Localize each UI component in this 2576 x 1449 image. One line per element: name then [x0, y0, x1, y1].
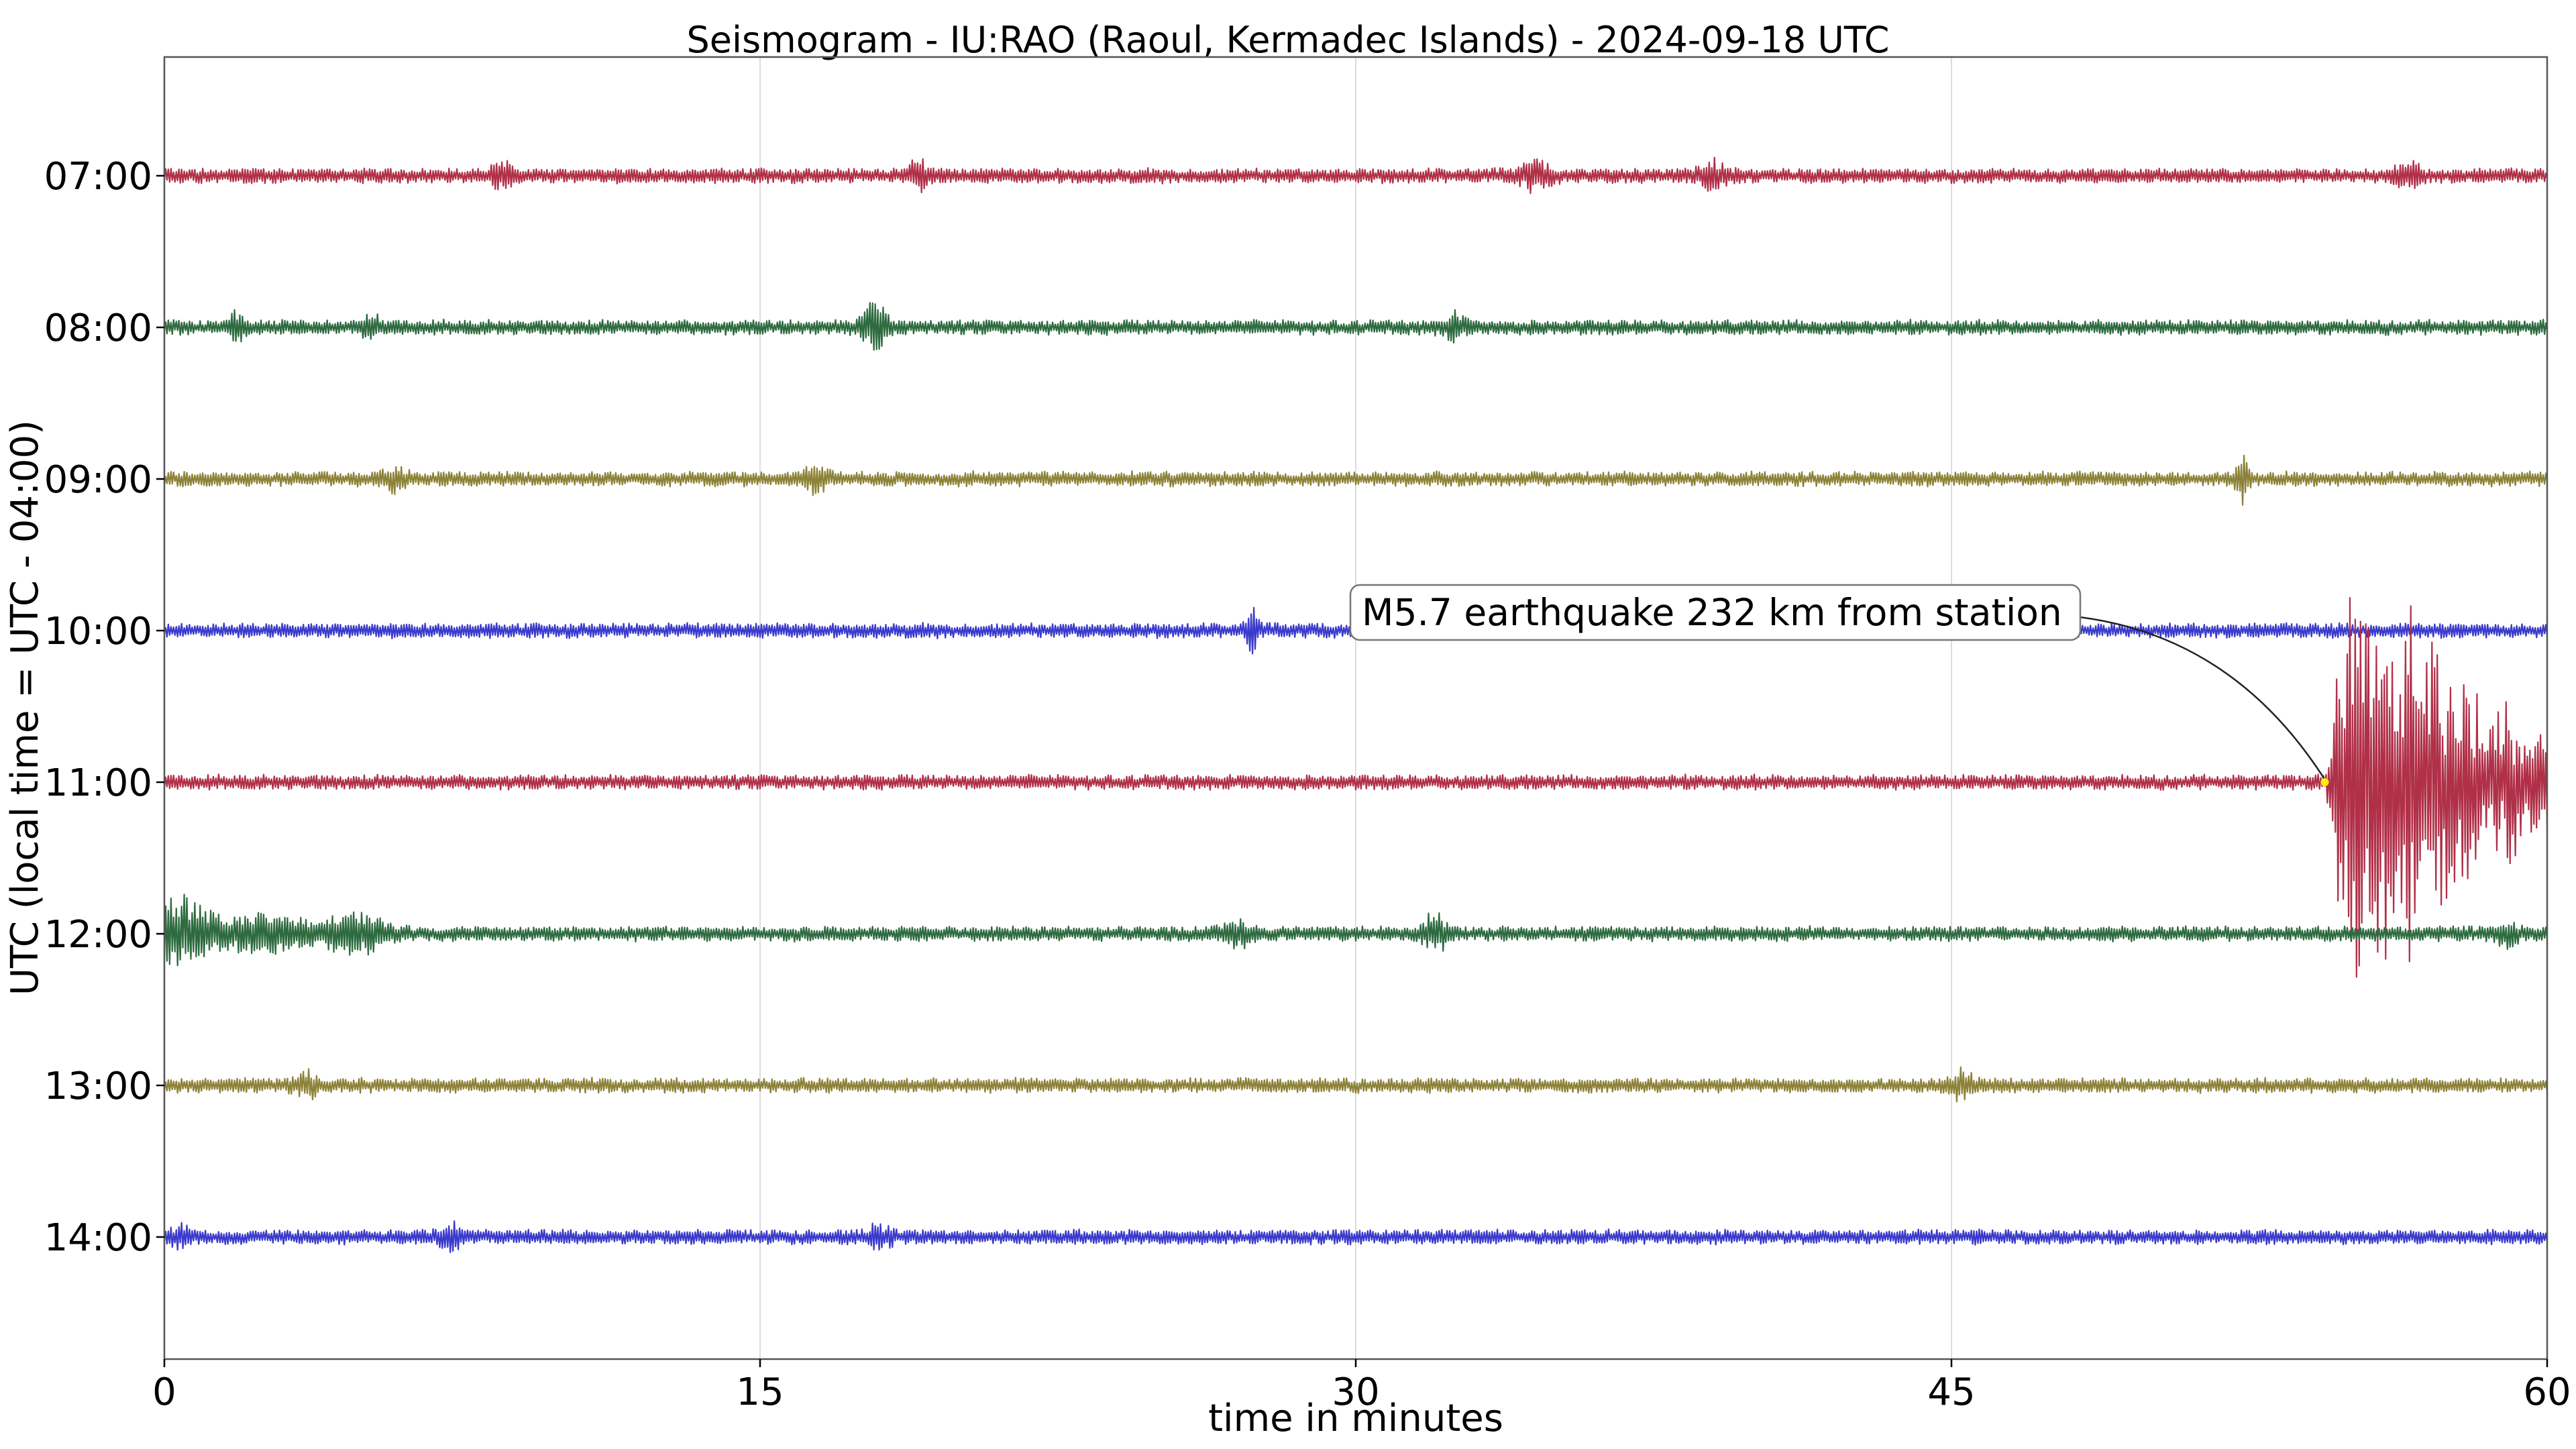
y-axis-label: UTC (local time = UTC - 04:00) [3, 420, 47, 996]
y-tick-label: 13:00 [44, 1065, 152, 1108]
x-tick-label: 45 [1927, 1371, 1975, 1414]
event-onset-marker [2320, 778, 2329, 786]
annotation-arrow [2080, 616, 2326, 780]
y-tick-label: 07:00 [44, 155, 152, 199]
y-tick-label: 12:00 [44, 913, 152, 957]
x-tick-label: 30 [1332, 1371, 1379, 1414]
x-axis-ticks: 0 15 30 45 60 [152, 1359, 2571, 1414]
trace-0800 [163, 302, 2548, 351]
y-axis-ticks: 07:00 08:00 09:00 10:00 11:00 12:00 13:00 14:00 [44, 155, 164, 1260]
y-tick-label: 08:00 [44, 307, 152, 350]
trace-1300 [163, 1066, 2548, 1103]
x-axis-label: time in minutes [1208, 1397, 1503, 1440]
seismic-traces [163, 156, 2548, 1253]
grid-lines [759, 57, 1952, 1359]
trace-1200 [163, 894, 2548, 967]
annotation-text: M5.7 earthquake 232 km from station [1362, 591, 2062, 634]
x-tick-label: 15 [736, 1371, 784, 1414]
trace-0900 [163, 454, 2548, 506]
earthquake-annotation: M5.7 earthquake 232 km from station [1349, 584, 2329, 786]
trace-1400 [163, 1220, 2548, 1253]
y-tick-label: 11:00 [44, 761, 152, 805]
x-tick-label: 0 [152, 1371, 176, 1414]
y-tick-label: 10:00 [44, 610, 152, 653]
chart-title: Seismogram - IU:RAO (Raoul, Kermadec Isl… [687, 19, 1890, 61]
x-tick-label: 60 [2523, 1371, 2571, 1414]
annotation-box [1349, 584, 2082, 641]
y-tick-label: 09:00 [44, 458, 152, 502]
y-tick-label: 14:00 [44, 1216, 152, 1260]
trace-0700 [163, 156, 2548, 195]
trace-1100 [163, 597, 2548, 978]
